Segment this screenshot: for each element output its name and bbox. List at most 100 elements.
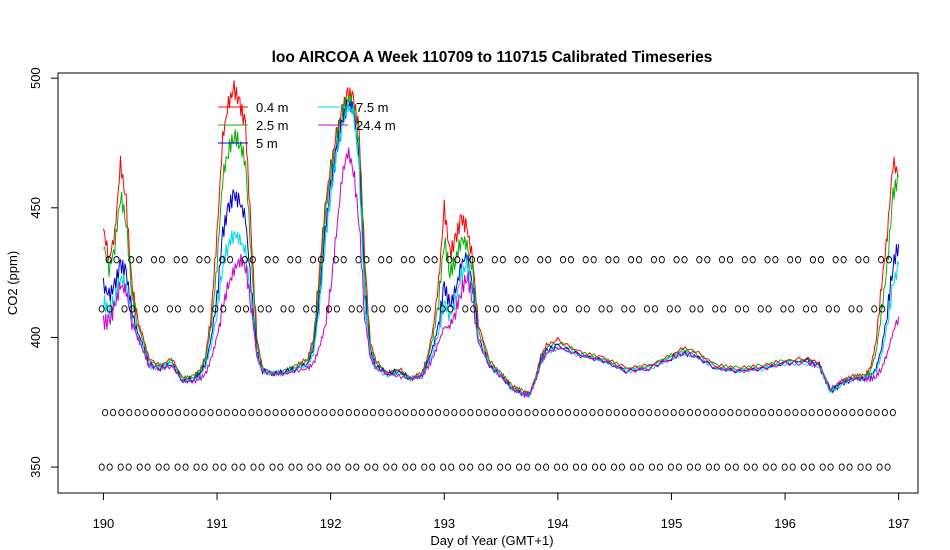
marker-point [383,463,390,471]
marker-point [817,256,824,264]
marker-point [718,256,726,264]
y-tick-label: 450 [28,197,43,219]
marker-point [621,305,628,313]
y-tick-label: 350 [28,456,43,478]
marker-point [629,408,637,417]
marker-point [394,305,401,313]
marker-point [857,463,864,471]
marker-point [694,463,701,471]
marker-point [250,463,257,471]
marker-point [703,408,710,417]
marker-point [787,256,794,264]
marker-point [833,408,840,417]
marker-point [423,256,430,264]
marker-point [467,463,474,471]
marker-point [257,305,264,313]
marker-point [454,256,461,264]
marker-point [269,463,276,471]
marker-point [772,256,779,264]
marker-point [311,305,318,313]
legend-label: 5 m [256,136,278,151]
marker-point [598,305,605,313]
marker-point [508,408,515,417]
marker-point [871,305,878,313]
series-line-2 [103,94,900,398]
marker-point [391,463,398,471]
x-tick-label: 194 [547,516,569,531]
marker-point [743,408,750,417]
marker-point [258,463,265,471]
marker-point [353,463,360,471]
marker-point [333,305,340,313]
marker-point [297,408,304,417]
marker-point [223,408,230,417]
marker-point [418,408,425,417]
marker-point [364,463,371,471]
marker-point [144,463,151,471]
marker-point [530,305,537,313]
marker-point [499,408,507,417]
marker-point [126,408,133,417]
marker-point [434,408,442,417]
marker-point [167,408,174,417]
marker-point [816,408,824,417]
marker-point [770,463,777,471]
marker-point [227,256,234,264]
marker-point [150,256,158,264]
series-line-3 [102,99,900,398]
marker-point [741,256,748,264]
marker-point [265,305,272,313]
marker-point [781,463,788,471]
marker-point [183,408,190,417]
marker-point [431,256,438,264]
marker-point [467,408,474,417]
marker-point [424,305,431,313]
marker-point [505,463,512,471]
marker-point [597,408,604,417]
marker-point [686,408,694,417]
marker-point [656,463,663,471]
marker-point [317,256,325,264]
marker-point [362,408,369,417]
marker-point [681,256,688,264]
marker-point [686,463,693,471]
marker-point [697,305,704,313]
x-axis-label: Day of Year (GMT+1) [430,533,553,548]
marker-point [386,256,393,264]
marker-point [129,305,136,313]
marker-point [605,408,612,417]
marker-point [732,463,739,471]
marker-point [559,256,567,264]
marker-point [121,305,128,313]
marker-point [581,408,588,417]
marker-point [713,463,720,471]
marker-point [337,408,344,417]
marker-point [827,463,834,471]
marker-point [220,463,227,471]
marker-point [881,408,888,417]
marker-point [102,408,109,417]
marker-point [416,305,423,313]
marker-point [629,463,637,471]
marker-point [173,256,180,264]
marker-point [507,305,514,313]
x-tick-label: 192 [320,516,342,531]
marker-point [808,463,815,471]
marker-point [134,408,141,417]
marker-point [280,305,287,313]
marker-point [475,408,482,417]
marker-point [889,408,896,417]
marker-point [355,256,362,264]
marker-point [613,408,620,417]
marker-point [242,305,250,313]
x-tick-label: 195 [661,516,683,531]
marker-point [800,463,807,471]
marker-point [256,408,263,417]
marker-point [469,256,476,264]
marker-point [840,256,847,264]
marker-point [768,408,775,417]
marker-point [106,305,113,313]
marker-point [483,408,490,417]
marker-point [175,408,182,417]
marker-point [556,408,564,417]
